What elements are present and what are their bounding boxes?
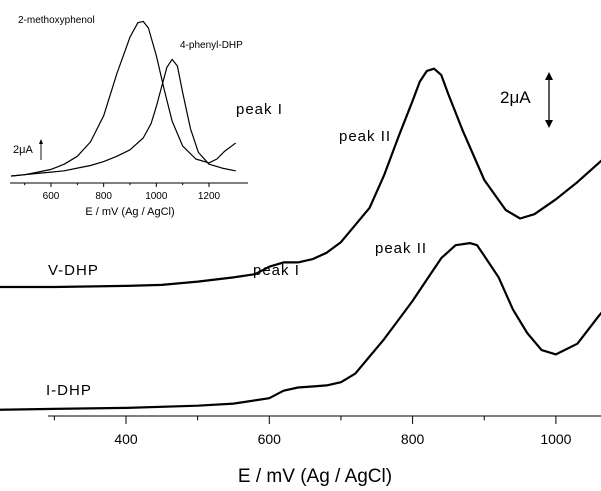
inset-scale-bar-label: 2μA — [13, 144, 33, 156]
main-tick-label-600: 600 — [258, 431, 282, 447]
series-line-v-dhp — [0, 67, 601, 289]
series-label-2-methoxyphenol: 2-methoxyphenol — [18, 15, 95, 26]
inset-chart: 600 800 1000 1200 E / mV (Ag / AgCl) 2-meth… — [10, 15, 248, 218]
main-chart: 400600800100012001400 E / mV (Ag / AgCl)… — [0, 67, 601, 487]
inset-x-ticks — [24, 183, 210, 187]
series-label-4-phenyl-dhp: 4-phenyl-DHP — [180, 40, 243, 51]
inset-tick-label-1000: 1000 — [145, 191, 168, 202]
inset-tick-label-800: 800 — [95, 191, 112, 202]
inset-tick-label-1200: 1200 — [198, 191, 221, 202]
annotation-v-dhp-peak-1: peak I — [236, 101, 283, 118]
inset-x-tick-labels: 600 800 1000 1200 — [43, 191, 221, 202]
annotation-i-dhp-peak-1: peak I — [253, 262, 300, 279]
main-x-ticks — [53, 416, 557, 424]
main-scale-bar — [545, 72, 553, 128]
main-scale-bar-label: 2μA — [500, 88, 531, 107]
main-tick-label-1000: 1000 — [540, 431, 571, 447]
annotation-v-dhp-peak-2: peak II — [339, 128, 391, 145]
inset-x-axis-label: E / mV (Ag / AgCl) — [85, 206, 174, 218]
series-line-4-phenyl-dhp — [10, 58, 236, 177]
inset-tick-label-600: 600 — [43, 191, 60, 202]
series-label-i-dhp: I-DHP — [46, 382, 92, 399]
inset-scale-bar — [39, 139, 43, 160]
main-x-axis-label: E / mV (Ag / AgCl) — [238, 466, 392, 487]
main-tick-label-400: 400 — [114, 431, 138, 447]
series-label-v-dhp: V-DHP — [48, 262, 99, 279]
annotation-i-dhp-peak-2: peak II — [375, 240, 427, 257]
main-tick-label-800: 800 — [401, 431, 425, 447]
series-line-2-methoxyphenol — [10, 20, 236, 177]
main-x-tick-labels: 400600800100012001400 — [114, 431, 571, 447]
series-line-i-dhp — [0, 242, 601, 411]
